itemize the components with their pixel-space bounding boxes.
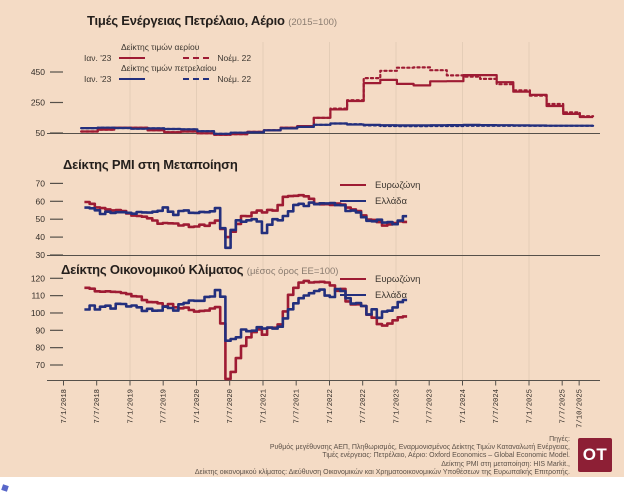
footer-line: Δείκτης οικονομικού κλίματος: Διεύθυνση … [194,468,570,476]
footer-line: Δείκτης PMI στη μεταποίηση: HIS Markit., [441,460,570,468]
x-tick-label: 7/7/2023 [427,389,435,424]
y-tick-label: 40 [36,232,46,242]
greece-label: Ελλάδα [375,289,407,301]
gas-dashed-line-swatch [183,56,210,59]
greece-label: Ελλάδα [375,195,407,207]
y-tick-label: 120 [31,273,45,283]
x-tick-label: 7/1/2022 [327,389,335,424]
panel3-legend-eurozone: Ευρωζώνη [340,271,420,287]
gas-solid-line-swatch [119,56,146,59]
x-tick-label: 7/1/2024 [460,389,468,424]
x-tick-label: 7/10/2025 [577,389,585,428]
gas-dashed-date-label: Νοέμ. 22 [217,52,252,63]
y-tick-label: 90 [36,325,46,335]
oil-solid-line-swatch [119,77,146,80]
x-tick-label: 7/7/2022 [360,389,368,424]
panel2-legend-greece: Ελλάδα [340,193,420,209]
eurozone-label: Ευρωζώνη [375,179,421,191]
x-tick-label: 7/7/2024 [493,389,501,424]
oil-dashed-date-label: Νοέμ. 22 [217,73,252,84]
oil-legend-row: Ιαν. '23 Νοέμ. 22 [84,73,251,84]
x-tick-label: 7/1/2023 [394,389,402,424]
x-tick-label: 7/7/2025 [560,389,568,424]
y-tick-label: 100 [31,308,45,318]
panel1-legend: Δείκτης τιμών αερίου Ιαν. '23 Νοέμ. 22 Δ… [84,42,251,84]
panel3-legend: Ευρωζώνη Ελλάδα [340,271,420,303]
panel2-legend: Ευρωζώνη Ελλάδα [340,177,420,209]
oil-series-label: Δείκτης τιμών πετρελαίου [121,63,217,73]
y-tick-label: 70 [36,360,46,370]
x-tick-label: 7/7/2018 [94,389,102,424]
oil-dashed-line-swatch [183,77,210,80]
greece-line-swatch [340,294,366,296]
x-tick-label: 7/1/2025 [527,389,535,424]
bottom-white-strip [0,477,624,493]
x-tick-label: 7/7/2020 [227,389,235,424]
panel2-legend-eurozone: Ευρωζώνη [340,177,420,193]
y-tick-label: 70 [36,178,46,188]
series-line-δείκτης-τιμών-αερίου-—-ιαν.-'23 [81,74,594,136]
y-tick-label: 110 [31,291,45,301]
footer-line: Ρυθμός μεγέθυνσης ΑΕΠ, Πληθωρισμός, Εναρ… [269,444,570,452]
gas-solid-date-label: Ιαν. '23 [84,52,112,63]
y-tick-label: 450 [31,67,45,77]
y-tick-label: 250 [31,98,45,108]
footer-line: Πηγές: [549,436,570,443]
x-tick-label: 7/1/2020 [194,389,202,424]
ot-logo: OT [578,438,612,472]
y-tick-label: 50 [36,214,46,224]
panel1-title-text: Τιμές Ενέργειας Πετρέλαιο, Αέριο [87,13,285,28]
panel3-subtitle: (μέσος όρος ΕΕ=100) [246,266,339,277]
eurozone-line-swatch [340,278,366,280]
gas-legend-row: Ιαν. '23 Νοέμ. 22 [84,52,251,63]
y-tick-label: 30 [36,250,46,260]
y-tick-label: 50 [36,128,46,138]
eurozone-line-swatch [340,184,366,186]
y-tick-label: 80 [36,343,46,353]
x-tick-label: 7/1/2019 [128,389,136,424]
y-tick-label: 60 [36,196,46,206]
footer-line: Τιμές ενέργειας: Πετρέλαιο, Αέριο: Oxfor… [322,452,570,460]
x-tick-label: 7/7/2021 [294,389,302,424]
series-line-ελλάδα [84,201,408,250]
eurozone-label: Ευρωζώνη [375,273,421,285]
panel3-title: Δείκτης Οικονομικού Κλίματος (μέσος όρος… [61,262,338,277]
gas-series-label: Δείκτης τιμών αερίου [121,42,200,52]
x-tick-label: 7/7/2019 [161,389,169,424]
footer-sources: Πηγές: Ρυθμός μεγέθυνσης ΑΕΠ, Πληθωρισμό… [20,436,570,477]
panel3-legend-greece: Ελλάδα [340,287,420,303]
oil-solid-date-label: Ιαν. '23 [84,73,112,84]
series-line-δείκτης-τιμών-πετρελαίου-—-ιαν.-'23 [81,122,594,135]
series-line-ελλάδα [84,287,408,342]
x-tick-label: 7/1/2021 [261,389,269,424]
panel3-title-text: Δείκτης Οικονομικού Κλίματος [61,262,244,277]
greece-line-swatch [340,200,366,202]
charts-svg: 450 250 50 70 60 50 40 30 120 110 100 90 80 70 7/1/201… [31,42,600,428]
x-tick-label: 7/1/2018 [61,389,69,424]
panel2-title: Δείκτης PMI στη Μεταποίηση [63,157,238,172]
panel1-subtitle: (2015=100) [288,17,338,28]
panel1-title: Τιμές Ενέργειας Πετρέλαιο, Αέριο (2015=1… [87,13,337,28]
